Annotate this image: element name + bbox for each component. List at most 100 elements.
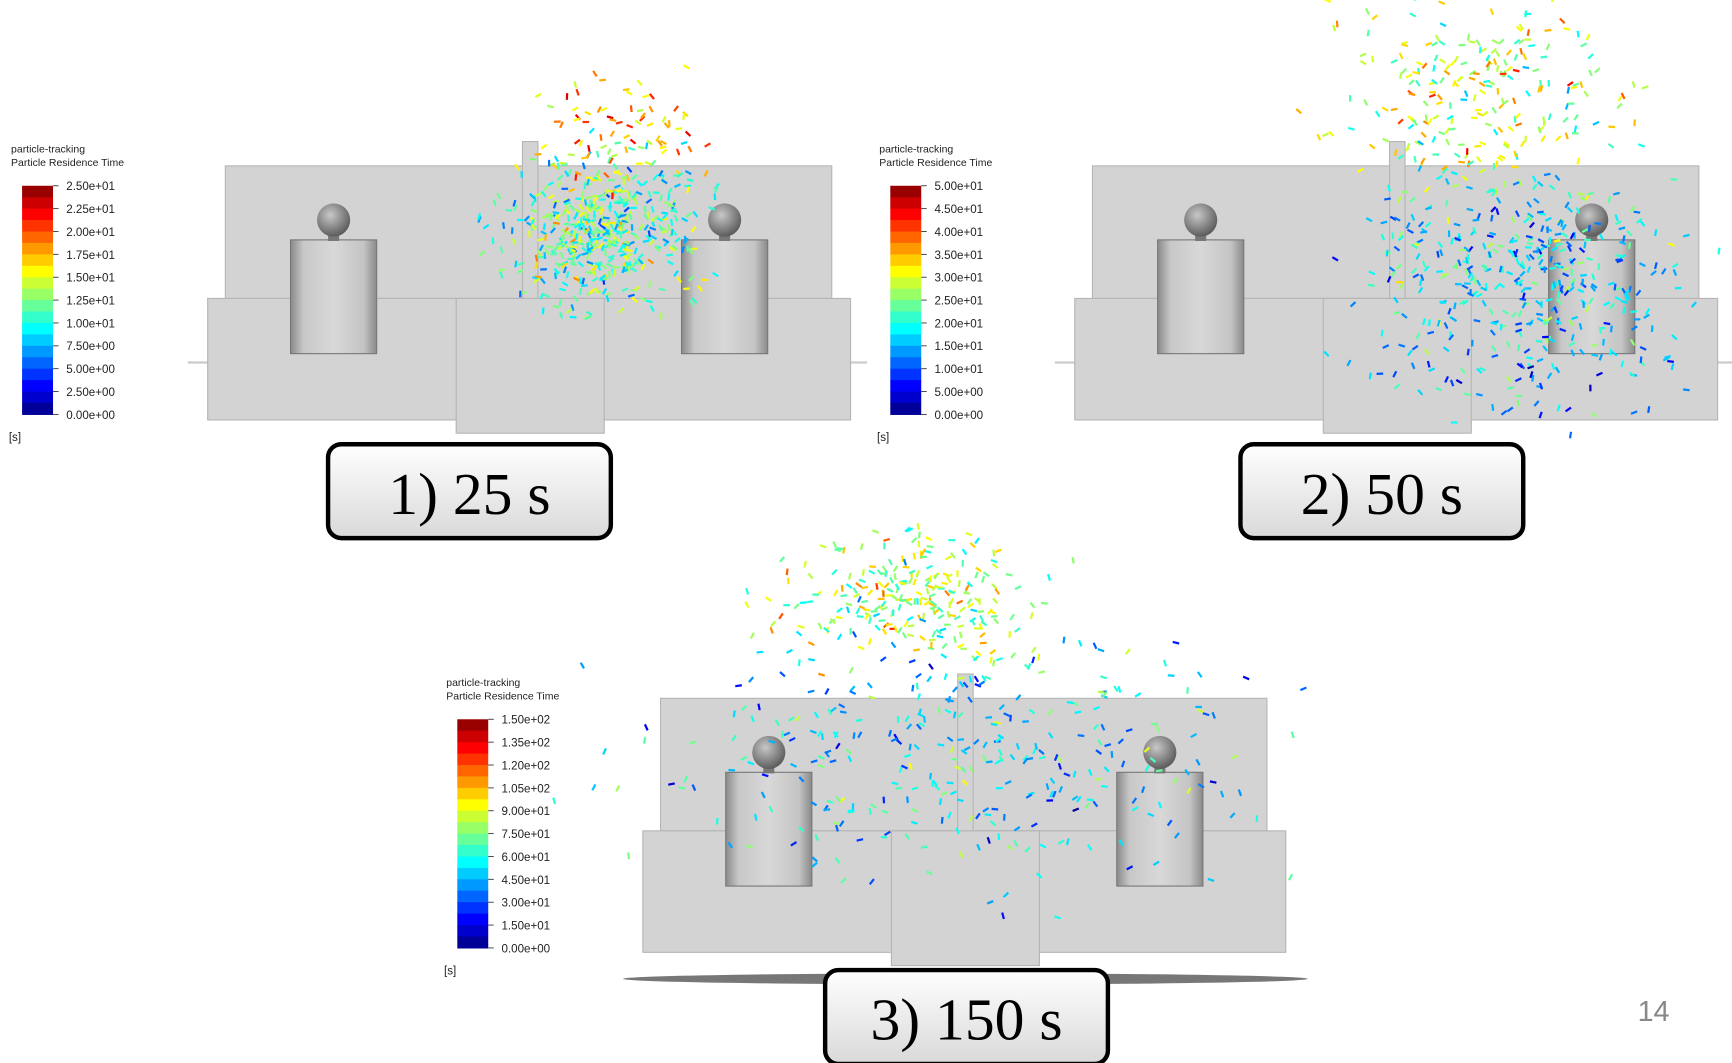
colorbar-band [890, 209, 921, 221]
particle [1524, 13, 1531, 16]
particle [977, 610, 984, 613]
particle [850, 628, 852, 635]
particle [779, 556, 785, 562]
particle [1541, 135, 1546, 142]
colorbar-band [890, 277, 921, 289]
colorbar-band [890, 300, 921, 312]
particle [855, 582, 862, 588]
particle [1316, 134, 1321, 141]
colorbar-band [22, 334, 53, 346]
particle [575, 197, 582, 200]
particle [959, 632, 963, 639]
particle [1559, 18, 1565, 24]
particle [989, 610, 996, 615]
colorbar-label: 1.05e+02 [501, 783, 550, 795]
particle [1415, 80, 1421, 87]
particle [624, 146, 628, 153]
particle [687, 146, 692, 153]
particle [638, 146, 645, 150]
particle [1527, 29, 1530, 36]
particle [1515, 113, 1521, 119]
particle [889, 577, 894, 584]
particle [1467, 34, 1470, 41]
particle [1583, 90, 1589, 97]
particle [1474, 145, 1481, 148]
particle [637, 109, 644, 112]
particle [1497, 88, 1500, 95]
particle [1377, 373, 1384, 375]
particle [926, 565, 933, 570]
particle [1675, 287, 1682, 290]
colorbar-band [22, 346, 53, 358]
colorbar-band [457, 845, 488, 857]
particle [649, 93, 655, 100]
particle [868, 617, 872, 624]
particle [570, 316, 577, 319]
colorbar-band [890, 254, 921, 266]
particle [874, 624, 880, 630]
particle [912, 579, 917, 586]
particle [623, 179, 625, 186]
cylinder [726, 772, 812, 886]
particle [1328, 131, 1334, 137]
particle [1113, 685, 1118, 692]
particle [623, 88, 630, 91]
particle [993, 618, 999, 624]
particle [1348, 127, 1355, 131]
particle [1455, 283, 1462, 285]
particle [1431, 41, 1438, 46]
particle [621, 176, 628, 179]
particle [1577, 31, 1580, 38]
particle [974, 676, 979, 683]
particle [1391, 232, 1394, 239]
particle [1071, 557, 1074, 564]
particle [1405, 145, 1410, 152]
particle [818, 623, 823, 630]
colorbar-label: 1.50e+01 [501, 920, 550, 932]
colorbar-band [22, 209, 53, 221]
particle [1369, 144, 1376, 150]
particle [989, 657, 992, 664]
particle [882, 565, 887, 572]
particle [1608, 126, 1615, 129]
page-number: 14 [1638, 996, 1670, 1028]
particle [620, 232, 622, 239]
particle [599, 198, 606, 201]
particle [1243, 676, 1250, 681]
particle [1445, 64, 1450, 71]
particle [614, 141, 621, 144]
particle [974, 571, 978, 578]
particle [975, 650, 981, 656]
particle [944, 624, 951, 626]
particle [1300, 686, 1307, 691]
particle [744, 601, 749, 608]
particle [644, 206, 647, 213]
caption: 1) 25 s [388, 461, 550, 527]
particle [1543, 266, 1546, 273]
particle [579, 277, 581, 284]
particle [1365, 8, 1370, 15]
colorbar-band [890, 231, 921, 243]
particle [846, 583, 853, 589]
particle [574, 117, 581, 121]
particle [568, 153, 575, 156]
particle [1163, 660, 1167, 667]
particle [1473, 94, 1477, 101]
particle [1015, 585, 1022, 590]
particle [1427, 118, 1432, 125]
particle [1479, 89, 1486, 94]
particle [861, 600, 868, 603]
particle [1029, 602, 1035, 609]
particle [957, 624, 964, 628]
particle [959, 607, 966, 613]
particle [630, 105, 633, 112]
particle [1097, 648, 1104, 652]
particle [903, 559, 907, 566]
particle [1540, 301, 1542, 308]
particle [1482, 111, 1489, 117]
particle [1421, 132, 1427, 138]
colorbar-label: 1.50e+01 [66, 273, 115, 285]
colorbar-band [22, 392, 53, 404]
particle [1047, 574, 1051, 581]
particle [1588, 69, 1593, 76]
